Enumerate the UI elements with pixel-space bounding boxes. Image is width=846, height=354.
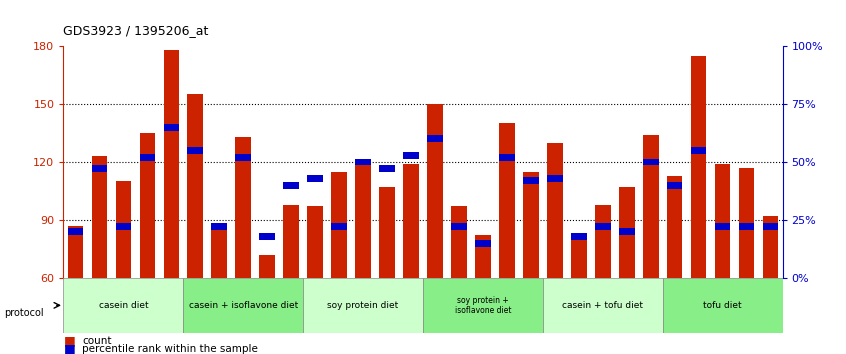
Bar <box>303 278 423 333</box>
Bar <box>739 223 755 230</box>
Bar <box>404 152 419 159</box>
Bar <box>116 223 131 230</box>
Text: ■: ■ <box>63 334 75 347</box>
Bar <box>763 223 778 230</box>
Bar <box>188 94 203 278</box>
Bar <box>423 278 543 333</box>
Bar <box>667 176 683 278</box>
Bar <box>475 235 491 278</box>
Bar <box>619 228 634 235</box>
Bar <box>68 226 83 278</box>
Bar <box>715 223 730 230</box>
Bar <box>662 278 783 333</box>
Bar <box>188 147 203 154</box>
Bar <box>68 228 83 235</box>
Bar <box>739 168 755 278</box>
Bar <box>427 104 442 278</box>
Bar <box>260 255 275 278</box>
Bar <box>547 175 563 182</box>
Bar <box>283 182 299 189</box>
Bar <box>91 165 107 172</box>
Bar <box>547 143 563 278</box>
Bar <box>451 223 467 230</box>
Bar <box>332 223 347 230</box>
Bar <box>307 206 323 278</box>
Bar <box>91 156 107 278</box>
Bar <box>235 154 251 161</box>
Bar <box>283 205 299 278</box>
Bar <box>543 278 662 333</box>
Bar <box>140 133 155 278</box>
Bar <box>475 240 491 247</box>
Bar <box>715 164 730 278</box>
Text: tofu diet: tofu diet <box>703 301 742 310</box>
Text: ■: ■ <box>63 342 75 354</box>
Bar <box>643 135 658 278</box>
Bar <box>184 278 303 333</box>
Bar <box>571 233 586 240</box>
Bar <box>379 165 395 172</box>
Bar <box>499 123 514 278</box>
Text: casein + isoflavone diet: casein + isoflavone diet <box>189 301 298 310</box>
Bar <box>523 172 539 278</box>
Bar <box>140 154 155 161</box>
Bar <box>404 164 419 278</box>
Bar <box>116 181 131 278</box>
Bar <box>643 159 658 165</box>
Bar <box>355 160 371 278</box>
Bar <box>499 154 514 161</box>
Bar <box>235 137 251 278</box>
Text: casein + tofu diet: casein + tofu diet <box>563 301 643 310</box>
Bar <box>451 206 467 278</box>
Text: soy protein +
isoflavone diet: soy protein + isoflavone diet <box>454 296 511 315</box>
Bar <box>307 175 323 182</box>
Bar <box>212 226 227 278</box>
Bar <box>427 135 442 142</box>
Text: soy protein diet: soy protein diet <box>327 301 398 310</box>
Bar <box>379 187 395 278</box>
Text: GDS3923 / 1395206_at: GDS3923 / 1395206_at <box>63 24 209 36</box>
Text: protocol: protocol <box>4 308 44 318</box>
Text: count: count <box>82 336 112 346</box>
Bar <box>63 278 184 333</box>
Text: percentile rank within the sample: percentile rank within the sample <box>82 344 258 354</box>
Bar <box>595 223 611 230</box>
Bar <box>595 205 611 278</box>
Bar <box>163 124 179 131</box>
Bar <box>212 223 227 230</box>
Bar <box>619 187 634 278</box>
Bar <box>163 50 179 278</box>
Text: casein diet: casein diet <box>99 301 148 310</box>
Bar <box>571 234 586 278</box>
Bar <box>355 159 371 165</box>
Bar <box>667 182 683 189</box>
Bar <box>763 216 778 278</box>
Bar <box>260 233 275 240</box>
Bar <box>691 56 706 278</box>
Bar <box>523 177 539 184</box>
Bar <box>691 147 706 154</box>
Bar <box>332 172 347 278</box>
